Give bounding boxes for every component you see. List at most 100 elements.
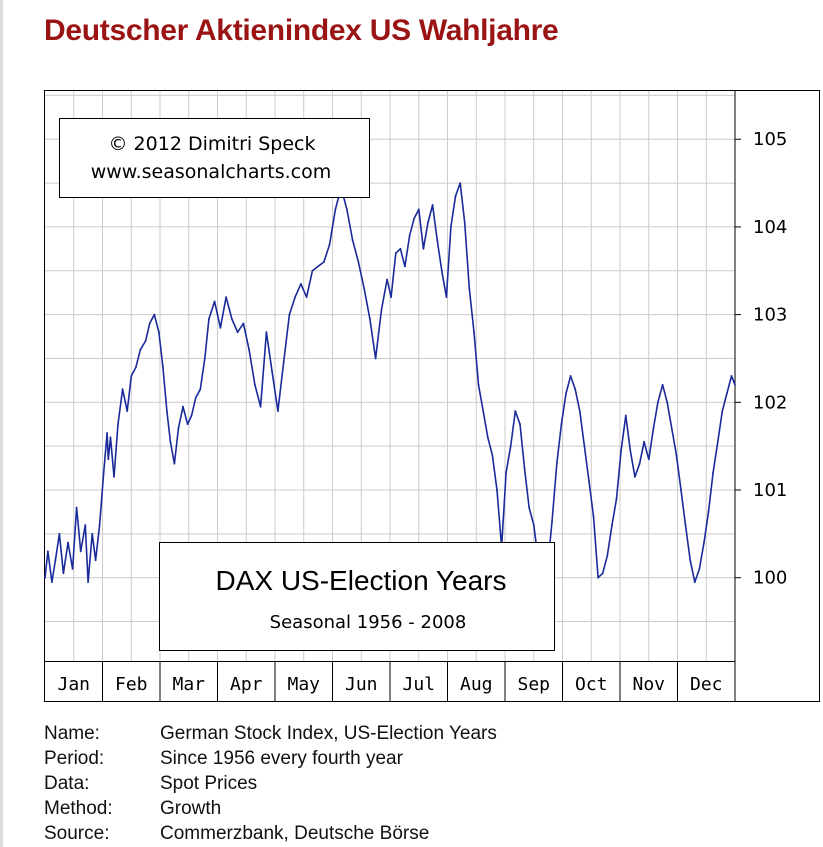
data-point <box>87 581 89 583</box>
x-tick-label: Mar <box>172 674 205 695</box>
data-point <box>173 462 176 465</box>
x-tick-label: Nov <box>632 674 665 695</box>
data-point <box>328 243 331 246</box>
data-point <box>624 414 627 417</box>
data-point <box>657 401 659 404</box>
data-point <box>436 239 439 242</box>
x-tick-label: Jun <box>345 674 378 695</box>
data-point <box>317 265 319 268</box>
info-row-source: Source: Commerzbank, Deutsche Börse <box>44 821 497 846</box>
y-axis: 100 101 102 103 104 105 <box>735 129 787 589</box>
data-point <box>560 423 563 426</box>
data-point <box>629 449 632 452</box>
data-point <box>394 252 397 255</box>
data-point <box>182 405 184 408</box>
data-point <box>54 559 57 562</box>
y-tick-label: 104 <box>753 217 787 238</box>
data-point <box>294 296 296 298</box>
data-point <box>726 392 728 395</box>
data-point <box>422 247 425 250</box>
x-tick-label: Jul <box>402 674 435 695</box>
data-point <box>67 541 69 544</box>
data-point <box>611 524 613 526</box>
data-point <box>698 568 701 570</box>
data-point <box>399 247 402 250</box>
data-point <box>473 331 475 334</box>
data-point <box>166 410 168 412</box>
data-point <box>601 572 604 575</box>
data-point <box>684 524 687 526</box>
info-row-method: Method: Growth <box>44 796 497 821</box>
info-key: Name: <box>44 723 100 744</box>
chart-subtitle: Seasonal 1956 - 2008 <box>270 612 467 633</box>
data-point <box>620 449 622 452</box>
data-point <box>592 515 595 518</box>
data-point <box>374 357 377 360</box>
chart-title-box: DAX US-Election Years Seasonal 1956 - 20… <box>159 542 555 651</box>
info-key: Method: <box>44 798 113 819</box>
data-point <box>588 480 590 483</box>
data-point <box>162 366 164 369</box>
data-point <box>208 318 210 320</box>
data-point <box>615 497 618 500</box>
info-value: Commerzbank, Deutsche Börse <box>160 823 430 844</box>
data-point <box>346 208 348 211</box>
x-tick-label: May <box>287 674 320 695</box>
data-point <box>91 532 94 535</box>
info-row-period: Period: Since 1956 every fourth year <box>44 746 497 771</box>
y-tick-label: 102 <box>753 392 787 413</box>
data-point <box>703 541 705 544</box>
data-point <box>113 475 115 478</box>
data-point <box>643 440 645 443</box>
data-point <box>486 436 489 439</box>
data-point <box>254 383 256 386</box>
data-point <box>408 234 411 237</box>
data-point <box>445 296 448 298</box>
data-point <box>491 454 494 456</box>
info-value: Spot Prices <box>160 773 258 794</box>
data-point <box>404 265 406 268</box>
data-point <box>583 445 586 448</box>
data-point <box>477 383 480 386</box>
data-point <box>440 269 443 272</box>
data-point <box>242 322 245 325</box>
x-tick-label: Sep <box>517 674 550 695</box>
data-point <box>707 511 710 513</box>
data-point <box>597 576 599 579</box>
info-key: Source: <box>44 823 110 844</box>
info-row-data: Data: Spot Prices <box>44 771 497 796</box>
data-point <box>386 278 388 281</box>
data-point <box>94 559 97 562</box>
data-point <box>689 559 692 562</box>
website-text: www.seasonalcharts.com <box>91 161 332 183</box>
data-point <box>555 462 558 465</box>
data-point <box>427 221 429 224</box>
data-point <box>98 524 101 526</box>
data-point <box>106 432 108 434</box>
info-row-name: Name: German Stock Index, US-Election Yea… <box>44 721 497 746</box>
data-point <box>84 524 87 526</box>
data-point <box>190 414 193 417</box>
data-point <box>225 296 228 298</box>
info-value: Since 1956 every fourth year <box>160 748 403 769</box>
data-point <box>652 427 655 430</box>
data-point <box>158 331 160 334</box>
y-tick-label: 100 <box>753 568 787 589</box>
data-point <box>351 239 354 242</box>
data-point <box>574 388 577 391</box>
info-key: Data: <box>44 773 90 794</box>
data-point <box>334 208 337 211</box>
data-point <box>565 392 567 395</box>
data-point <box>231 318 233 320</box>
data-point <box>505 471 507 474</box>
data-point <box>153 313 156 316</box>
x-tick-label: Feb <box>115 674 148 695</box>
data-point <box>482 410 485 412</box>
data-point <box>463 221 466 224</box>
y-tick-label: 103 <box>753 305 787 326</box>
y-tick-label: 105 <box>753 129 787 150</box>
data-point <box>390 296 392 298</box>
data-point <box>107 458 110 461</box>
data-point <box>323 261 325 263</box>
x-tick-label: Aug <box>460 674 493 695</box>
